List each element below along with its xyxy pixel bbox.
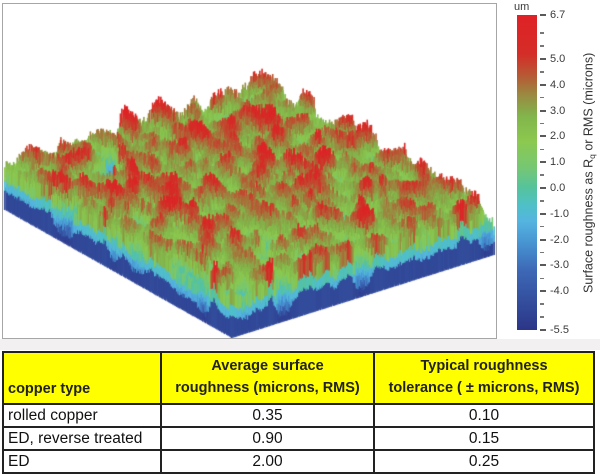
table-cell: 2.00: [160, 449, 375, 474]
table-header-cell: Average surface roughness (microns, RMS): [160, 351, 375, 405]
surface-3d-canvas: [3, 4, 496, 338]
colorbar-major-tick: [540, 212, 546, 215]
colorbar-minor-tick: [540, 45, 544, 47]
colorbar-major-tick: [540, 161, 546, 164]
table-cell: 0.10: [373, 403, 595, 428]
colorbar-major-tick: [540, 109, 546, 112]
colorbar-minor-tick: [540, 200, 544, 202]
colorbar-major-tick: [540, 135, 546, 138]
colorbar-minor-tick: [540, 316, 544, 318]
colorbar-minor-tick: [540, 148, 544, 150]
table-cell: 0.90: [160, 426, 375, 451]
table-cell: 0.15: [373, 426, 595, 451]
roughness-table: copper type Average surface roughness (mic…: [2, 351, 595, 474]
colorbar-minor-tick: [540, 303, 544, 305]
colorbar-minor-tick: [540, 277, 544, 280]
colorbar-minor-tick: [540, 251, 544, 254]
table-cell: ED: [2, 449, 162, 474]
colorbar-tick-label: 5.0: [550, 52, 566, 65]
colorbar-axis-label: Surface roughness as Rq or RMS (microns): [579, 4, 599, 342]
colorbar-tick-label: -1.0: [550, 207, 569, 220]
colorbar-major-tick: [540, 186, 546, 189]
table-cell: 0.35: [160, 403, 375, 428]
table-cell: 0.25: [373, 449, 595, 474]
colorbar-tick-label: -5.5: [550, 324, 569, 336]
table-header-cell: Typical roughness tolerance ( ± microns, …: [373, 351, 595, 405]
colorbar-major-tick: [540, 238, 546, 241]
colorbar-major-tick: [540, 57, 546, 60]
colorbar-tick-label: -2.0: [550, 233, 569, 246]
colorbar-major-tick: [540, 329, 546, 331]
colorbar-tick-label: 2.0: [550, 130, 566, 143]
colorbar-minor-tick: [540, 96, 544, 99]
table-header-cell: copper type: [2, 351, 162, 405]
colorbar-tick-label: 4.0: [550, 78, 566, 91]
colorbar-tick-label: 3.0: [550, 104, 566, 117]
colorbar-tick-label: -3.0: [550, 259, 569, 272]
table-cell: rolled copper: [2, 403, 162, 428]
colorbar-major-tick: [540, 83, 546, 86]
table-row: rolled copper 0.35 0.10: [2, 403, 595, 428]
colorbar-minor-tick: [540, 174, 544, 176]
surface-plot-frame: [2, 3, 497, 339]
colorbar-minor-tick: [540, 32, 544, 34]
colorbar-tick-label: 1.0: [550, 156, 566, 169]
colorbar-major-tick: [540, 264, 546, 267]
table-row: ED, reverse treated 0.90 0.15: [2, 426, 595, 451]
panel-divider: [0, 339, 600, 350]
table-cell: ED, reverse treated: [2, 426, 162, 451]
table-header-row: copper type Average surface roughness (mic…: [2, 351, 595, 405]
colorbar-minor-tick: [540, 71, 544, 73]
colorbar-tick-label: -4.0: [550, 285, 569, 298]
colorbar-minor-tick: [540, 122, 544, 125]
table-row: ED 2.00 0.25: [2, 449, 595, 474]
colorbar-gradient: [517, 15, 537, 330]
colorbar-tick-label: 0.0: [550, 181, 566, 194]
axis-label-text: Surface roughness as Rq or RMS (microns): [581, 52, 597, 294]
colorbar-major-tick: [540, 290, 546, 293]
colorbar-major-tick: [540, 14, 546, 16]
colorbar-tick-label: 6.7: [550, 9, 566, 21]
colorbar-unit-label: um: [514, 1, 530, 13]
colorbar-minor-tick: [540, 225, 544, 228]
